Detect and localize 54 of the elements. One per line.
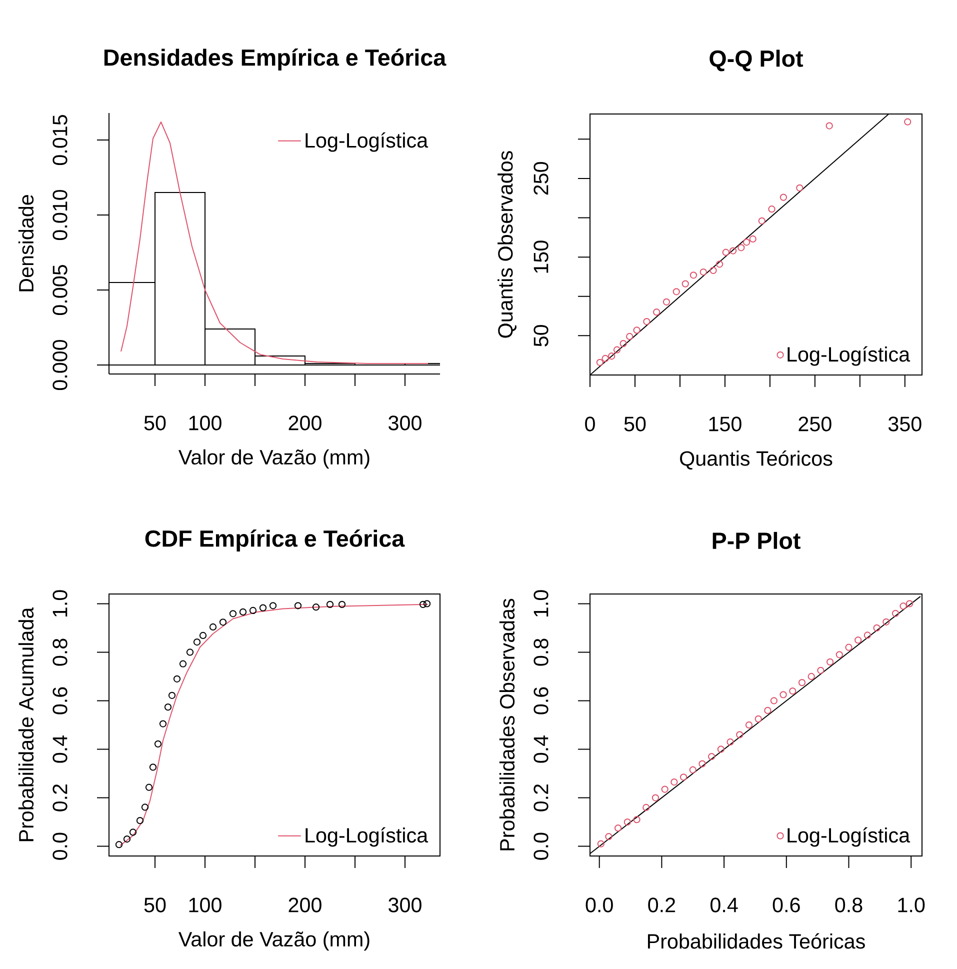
y-tick-label: 50 (534, 325, 548, 346)
x-tick-label: 150 (709, 416, 742, 432)
y-tick-label: 0.6 (52, 687, 68, 714)
y-tick-label: 1.0 (534, 590, 548, 616)
y-tick-label: 250 (534, 162, 548, 195)
y-tick-label: 0.015 (52, 115, 68, 166)
y-tick-label: 0.005 (52, 265, 68, 316)
chart-title: Q-Q Plot (710, 50, 804, 72)
y-axis-title: Probabilidades Observadas (499, 598, 515, 850)
y-tick-label: 1.0 (52, 590, 68, 616)
y-tick-label: 0.6 (534, 687, 548, 714)
legend-label: Log-Logística (306, 132, 428, 152)
x-tick-label: 50 (144, 898, 166, 912)
x-tick-label: 200 (288, 898, 322, 912)
x-tick-label: 0.6 (772, 898, 800, 912)
y-axis-title: Quantis Observados (498, 151, 516, 338)
x-tick-label: 0.4 (710, 898, 738, 912)
x-axis-title: Valor de Vazão (mm) (178, 931, 370, 951)
y-tick-label: 0.010 (52, 190, 68, 240)
x-axis-title: Probabilidades Teóricas (648, 933, 865, 949)
chart-title: Densidades Empírica e Teórica (104, 48, 446, 70)
x-tick-label: 300 (388, 898, 422, 912)
x-tick-label: 200 (288, 416, 322, 430)
x-tick-label: 50 (624, 416, 646, 432)
legend-label: Log-Logística (788, 827, 910, 847)
x-axis-title: Valor de Vazão (mm) (178, 449, 370, 469)
x-tick-label: 350 (888, 416, 922, 432)
y-axis-title: Densidade (18, 195, 34, 292)
y-axis-title: Probabilidade Acumulada (18, 607, 34, 842)
x-tick-label: 50 (144, 416, 166, 430)
legend-label: Log-Logística (306, 827, 428, 847)
x-tick-label: 300 (388, 416, 422, 430)
x-tick-label: 100 (189, 416, 222, 430)
chart-title: P-P Plot (712, 532, 800, 550)
x-tick-label: 1.0 (898, 898, 925, 912)
x-tick-label: 0.8 (835, 898, 862, 912)
x-tick-label: 0.2 (648, 898, 676, 912)
y-tick-label: 0.4 (52, 735, 68, 763)
y-tick-label: 0.4 (534, 735, 548, 763)
y-tick-label: 0.2 (534, 784, 548, 812)
y-tick-label: 0.000 (52, 340, 68, 390)
chart-title: CDF Empírica e Teórica (145, 530, 405, 552)
x-tick-label: 100 (189, 898, 222, 912)
x-tick-label: 0.0 (586, 898, 613, 912)
y-tick-label: 0.0 (534, 832, 548, 860)
y-tick-label: 0.8 (534, 638, 548, 666)
y-tick-label: 0.2 (52, 784, 68, 812)
x-tick-label: 250 (798, 416, 832, 432)
legend-label: Log-Logística (788, 346, 910, 366)
x-tick-label: 0 (585, 416, 595, 432)
x-axis-title: Quantis Teóricos (680, 450, 832, 470)
y-tick-label: 150 (534, 240, 548, 273)
y-tick-label: 0.0 (52, 832, 68, 860)
y-tick-label: 0.8 (52, 638, 68, 666)
